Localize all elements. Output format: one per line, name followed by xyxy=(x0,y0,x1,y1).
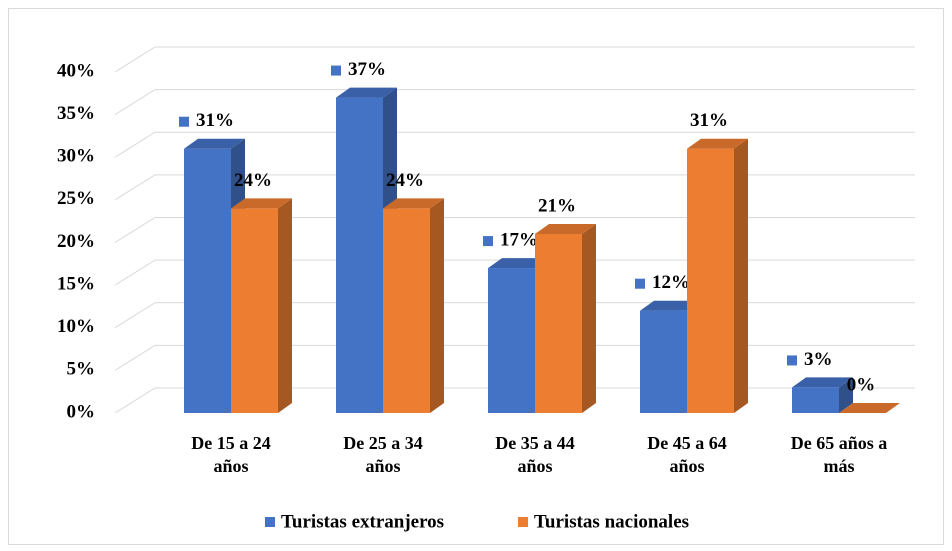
x-tick-label: De 35 a 44 años xyxy=(495,433,575,476)
bar-top xyxy=(488,258,549,269)
y-tick-label: 35% xyxy=(57,103,95,124)
bar xyxy=(231,198,292,413)
label-marker xyxy=(787,355,797,366)
data-label: 21% xyxy=(538,195,576,216)
bar-top xyxy=(535,223,596,234)
x-tick-label: De 45 a 64 años xyxy=(647,433,727,476)
bar-top xyxy=(336,87,397,98)
bar-side xyxy=(839,377,853,413)
bar-side xyxy=(430,198,444,413)
bar xyxy=(687,138,748,413)
y-tick-label: 30% xyxy=(57,146,95,167)
grid-line xyxy=(114,174,915,201)
legend-label: Turistas extranjeros xyxy=(281,511,444,532)
data-label: 37% xyxy=(348,59,386,80)
y-tick-label: 15% xyxy=(57,273,95,294)
y-tick-label: 20% xyxy=(57,231,95,252)
grid-line xyxy=(114,259,915,286)
bar-top xyxy=(184,138,245,149)
bar-side xyxy=(734,138,748,413)
bar-front xyxy=(792,387,839,413)
y-tick-label: 5% xyxy=(67,359,96,380)
bar-front xyxy=(640,310,687,413)
bar xyxy=(535,223,596,413)
bar xyxy=(839,403,900,413)
grid-line xyxy=(114,131,915,158)
bar-top xyxy=(839,403,900,413)
bar-top xyxy=(231,198,292,209)
data-label: 17% xyxy=(500,229,538,250)
bar xyxy=(383,198,444,413)
bar-front xyxy=(535,233,582,413)
data-label: 31% xyxy=(690,110,728,131)
legend-swatch xyxy=(518,517,528,527)
data-label: 12% xyxy=(652,272,690,293)
y-tick-label: 40% xyxy=(57,60,95,81)
y-tick-label: 10% xyxy=(57,316,95,337)
bar-front xyxy=(687,148,734,413)
x-tick-label: De 15 a 24 años xyxy=(191,433,271,476)
bar-front xyxy=(184,148,231,413)
bar-top xyxy=(792,377,853,388)
chart-border xyxy=(8,8,944,545)
label-marker xyxy=(483,236,493,247)
bar-top xyxy=(687,138,748,149)
y-tick-label: 25% xyxy=(57,188,95,209)
bar-front xyxy=(488,268,535,413)
bar-top xyxy=(383,198,444,209)
y-tick-label: 0% xyxy=(67,401,96,422)
data-label: 24% xyxy=(234,170,272,191)
bar-front xyxy=(336,97,383,413)
data-label: 31% xyxy=(196,110,234,131)
label-marker xyxy=(179,116,189,127)
x-tick-label: De 25 a 34 años xyxy=(343,433,423,476)
bar-front xyxy=(231,208,278,413)
bar-side xyxy=(278,198,292,413)
label-marker xyxy=(635,278,645,289)
legend-swatch xyxy=(265,517,275,527)
data-label: 3% xyxy=(804,349,833,370)
bar xyxy=(792,377,853,413)
bar-top xyxy=(640,300,701,311)
label-marker xyxy=(331,65,341,76)
data-label: 24% xyxy=(386,170,424,191)
x-tick-label: De 65 años a más xyxy=(790,433,888,476)
data-label: 0% xyxy=(847,374,876,395)
legend-label: Turistas nacionales xyxy=(534,511,689,532)
bar-side xyxy=(582,223,596,413)
grid-line xyxy=(114,217,915,243)
bar-front xyxy=(383,208,430,413)
grid-line xyxy=(114,46,915,73)
grid-line xyxy=(114,89,915,116)
